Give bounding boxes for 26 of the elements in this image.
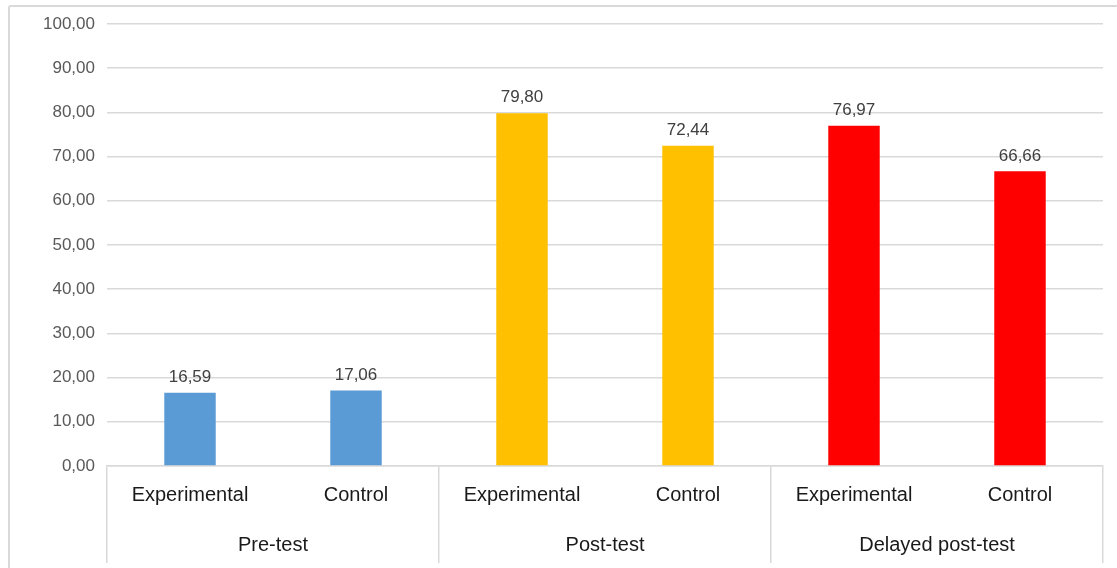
x-tick-label: Pre-test (237, 532, 309, 555)
y-tick-label: 80,00 (52, 102, 95, 122)
y-tick-label: 50,00 (52, 234, 95, 254)
y-tick-label: 100,00 (43, 13, 95, 33)
series-label: Experimental (131, 482, 249, 505)
x-tick-label: Post-test (565, 532, 645, 555)
series-label: Control (323, 482, 389, 505)
y-tick-label: 30,00 (52, 323, 95, 343)
y-tick-label: 60,00 (52, 190, 95, 210)
y-tick-label: 10,00 (52, 411, 95, 431)
y-tick-label: 40,00 (52, 278, 95, 298)
text: Experimental (463, 482, 581, 505)
data-label: 66,66 (998, 145, 1042, 165)
data-label: 72,44 (666, 120, 710, 139)
data-label: 79,80 (500, 87, 544, 107)
data-label: 16,59 (168, 366, 212, 386)
x-tick-label: Delayed post-test (859, 532, 1016, 555)
text: Control (655, 482, 721, 505)
data-label: 76,97 (832, 99, 876, 119)
text: Experimental (795, 482, 913, 505)
y-tick-label: 90,00 (52, 57, 95, 77)
y-tick-label: 20,00 (52, 367, 95, 387)
y-tick-label: 70,00 (52, 146, 95, 166)
text: Control (987, 482, 1053, 505)
y-tick-label: 0,00 (61, 455, 95, 475)
data-label: 17,06 (334, 364, 378, 384)
